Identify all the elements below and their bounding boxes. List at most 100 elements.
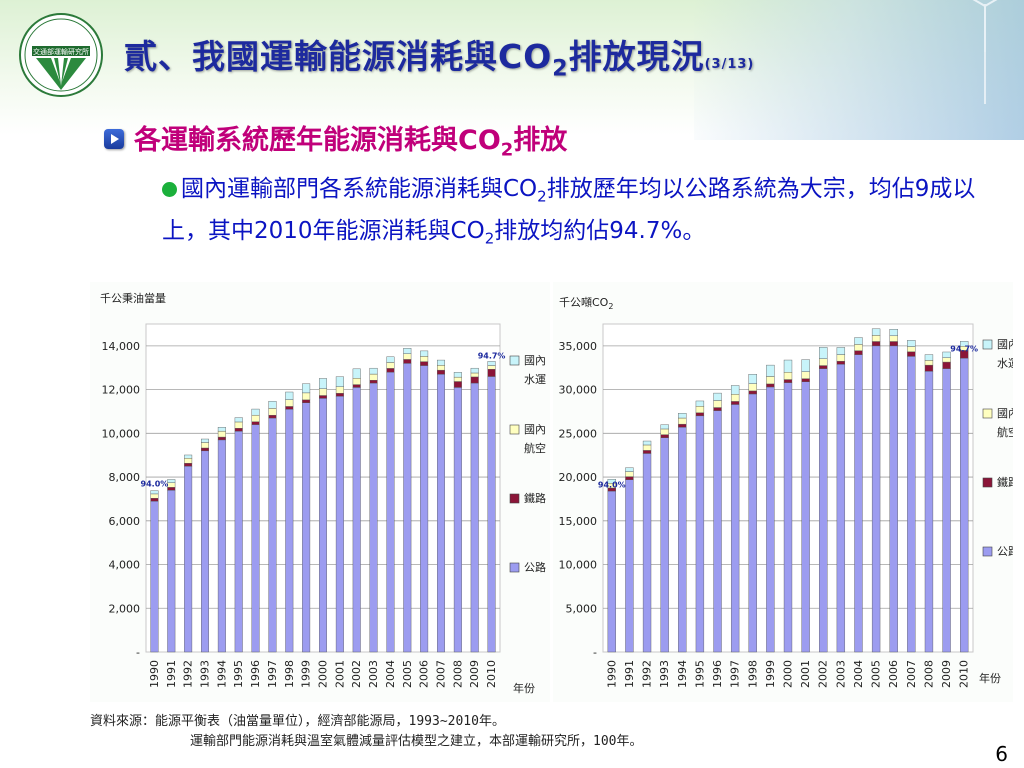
x-tick-label: 1992 [641, 660, 654, 688]
x-tick-label: 1995 [232, 660, 245, 688]
bar-segment [470, 372, 479, 378]
bar-segment [437, 365, 445, 371]
bar-segment [801, 378, 810, 382]
bar-segment [783, 359, 793, 373]
x-tick-label: 1999 [764, 660, 777, 688]
bar-segment [801, 359, 810, 372]
x-tick-label: 2006 [418, 660, 431, 688]
y-tick-label: 10,000 [102, 427, 141, 440]
bar-segment [766, 386, 775, 653]
bar-segment [748, 393, 757, 653]
bar-segment [907, 351, 916, 357]
bar-segment [453, 381, 462, 388]
bar-segment [150, 500, 159, 653]
page-title: 貳、我國運輸能源消耗與CO2排放現況(3/13) [124, 37, 755, 82]
bar-segment [403, 363, 412, 653]
bar-segment [642, 450, 652, 454]
x-tick-label: 1991 [165, 660, 178, 688]
bar-segment [352, 387, 361, 653]
bar-segment [695, 400, 705, 407]
bar-segment [184, 458, 193, 464]
bar-segment [437, 374, 445, 653]
x-tick-label: 2009 [940, 660, 953, 688]
bar-segment [217, 430, 226, 438]
bar-segment [184, 465, 193, 653]
bar-segment [150, 490, 159, 495]
x-tick-label: 1990 [605, 660, 618, 688]
bar-segment [184, 463, 193, 467]
x-tick-label: 1997 [729, 660, 742, 688]
bar-segment [660, 428, 669, 435]
y-tick-label: 10,000 [559, 559, 598, 572]
bar-segment [470, 382, 479, 653]
x-axis-title: 年份 [513, 681, 535, 695]
bar-segment [335, 393, 344, 397]
legend-label: 鐵路 [524, 491, 546, 505]
bar-segment [942, 368, 951, 653]
bar-segment [201, 447, 209, 452]
bar-segment [285, 399, 294, 407]
bar-segment [352, 384, 361, 388]
bar-segment [201, 442, 209, 449]
x-tick-label: 1997 [266, 660, 279, 688]
bar-segment [713, 392, 722, 401]
bar-segment [420, 365, 429, 653]
bar-segment [713, 410, 722, 653]
bar-segment [251, 414, 260, 422]
x-tick-label: 1999 [300, 660, 313, 688]
x-tick-label: 2001 [333, 660, 346, 688]
bar-segment [285, 391, 294, 400]
bar-segment [642, 453, 652, 653]
bar-segment [319, 388, 327, 396]
bar-segment [386, 368, 395, 373]
bar-segment [369, 379, 378, 384]
bar-segment [678, 413, 687, 419]
x-tick-label: 1993 [199, 660, 212, 688]
bar-segment [268, 414, 277, 419]
bar-segment [678, 417, 687, 425]
bar-segment [268, 417, 277, 653]
x-tick-label: 1998 [746, 660, 759, 688]
bar-segment [854, 354, 863, 653]
y-tick-label: 20,000 [559, 471, 598, 484]
bar-segment [642, 444, 652, 451]
x-tick-label: 1996 [249, 660, 262, 688]
legend-label: 國內 [524, 354, 546, 367]
bar-segment [184, 454, 193, 459]
bar-segment [766, 376, 775, 385]
bar-segment [854, 337, 863, 345]
bar-segment [871, 335, 881, 342]
percentage-annotation: 94.0% [141, 480, 169, 489]
bar-segment [942, 361, 951, 369]
x-tick-label: 2002 [350, 660, 363, 688]
unit-label-sub: 2 [608, 302, 613, 311]
bar-segment [352, 378, 361, 385]
y-tick-label: 5,000 [566, 602, 598, 615]
legend-swatch [982, 477, 993, 488]
bar-segment [302, 399, 311, 403]
x-tick-label: 2008 [451, 660, 464, 688]
co2-emission-chart: 千公噸CO2 - 5,000 10,000 15,000 20,000 25,000 30,0… [553, 282, 1013, 702]
bar-segment [319, 378, 327, 389]
bar-segment [836, 354, 846, 362]
bar-segment [167, 487, 176, 491]
bar-segment [251, 408, 260, 416]
bar-segment [487, 369, 496, 377]
x-tick-label: 1990 [148, 660, 161, 688]
x-tick-label: 2000 [317, 660, 330, 688]
bar-segment [783, 372, 793, 380]
bar-segment [437, 359, 445, 366]
y-tick-label: 35,000 [559, 340, 598, 353]
x-tick-label: 2000 [782, 660, 795, 688]
bar-segment [730, 401, 740, 405]
bar-segment [386, 362, 395, 369]
bar-segment [251, 424, 260, 653]
section-subtitle: 各運輸系統歷年能源消耗與CO2排放 [134, 125, 568, 161]
legend-swatch [982, 339, 993, 350]
bar-segment [470, 367, 479, 374]
legend-swatch [509, 562, 520, 573]
bar-segment [319, 398, 327, 653]
bar-segment [907, 346, 916, 353]
legend-swatch [509, 424, 520, 435]
bar-segment [695, 412, 705, 417]
